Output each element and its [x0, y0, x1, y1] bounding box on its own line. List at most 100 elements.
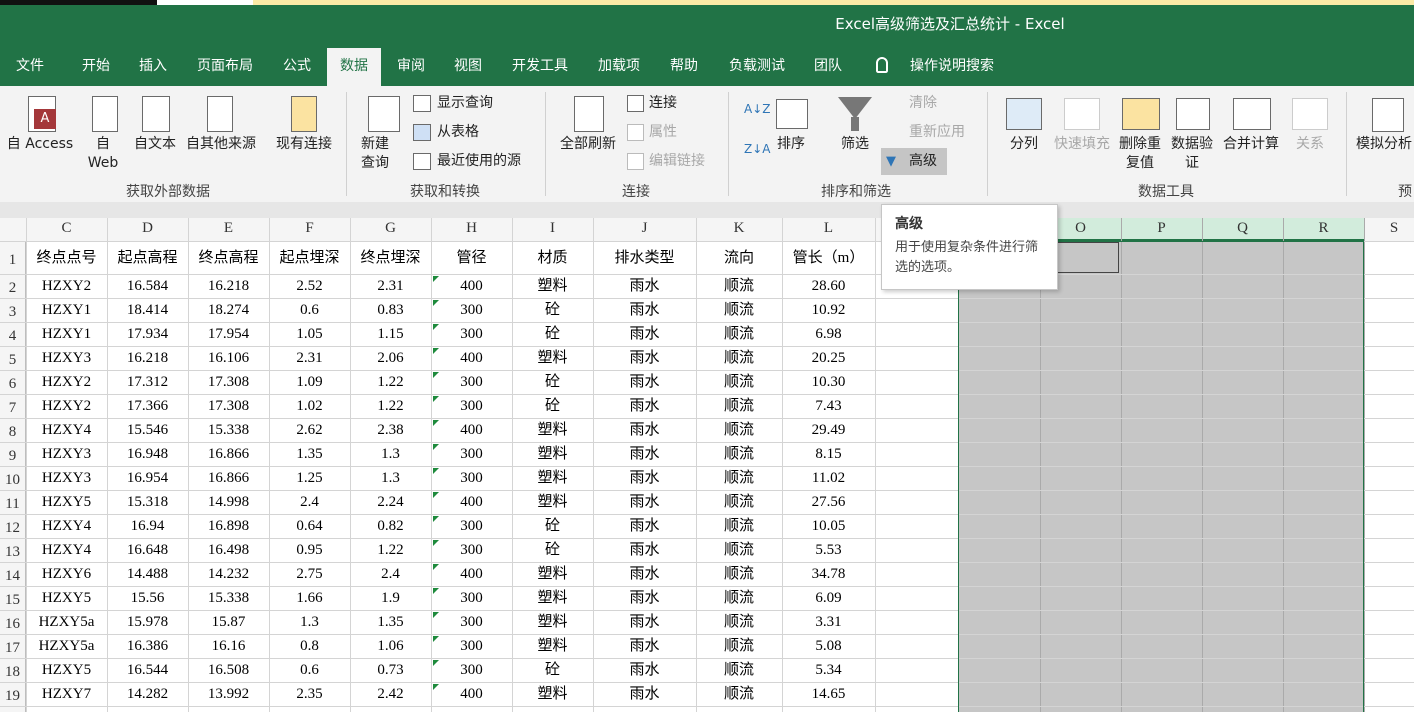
- column-header: G: [385, 220, 396, 236]
- ribbon-button[interactable]: 现有连接: [276, 136, 332, 152]
- cell: 塑料: [537, 278, 568, 294]
- icon: [1292, 98, 1328, 130]
- ribbon-button[interactable]: 数据验证: [1171, 136, 1213, 171]
- cell: 13.992: [207, 686, 250, 702]
- icon: [776, 99, 808, 129]
- cell: 1.22: [377, 374, 404, 390]
- ribbon-button[interactable]: 最近使用的源: [437, 153, 521, 169]
- grid-line: [188, 218, 189, 712]
- row-header: 4: [8, 328, 17, 344]
- ribbon-button: 属性: [649, 124, 677, 140]
- icon: [627, 124, 644, 141]
- cell: 塑料: [537, 470, 568, 486]
- cell: HZXY3: [41, 446, 92, 462]
- row-header: 14: [5, 568, 20, 584]
- text-number-flag: [433, 564, 439, 570]
- cell: HZXY4: [41, 518, 92, 534]
- cell: HZXY5: [41, 662, 92, 678]
- ribbon-button[interactable]: 自文本: [134, 136, 176, 152]
- ribbon-button[interactable]: 全部刷新: [560, 136, 616, 152]
- cell: 8.15: [815, 446, 842, 462]
- tab[interactable]: 审阅: [397, 58, 425, 74]
- column-header: K: [733, 220, 745, 236]
- grid-line: [0, 562, 1414, 563]
- cell: 300: [460, 590, 483, 606]
- cell: HZXY5: [41, 590, 92, 606]
- cell: 400: [460, 422, 483, 438]
- icon: [413, 124, 431, 141]
- tab-active[interactable]: 数据: [327, 48, 381, 86]
- tab[interactable]: 加载项: [598, 58, 640, 74]
- cell: 顺流: [723, 350, 754, 366]
- ribbon-button[interactable]: 自其他来源: [186, 136, 256, 152]
- row-header: 15: [5, 592, 20, 608]
- text-number-flag: [433, 300, 439, 306]
- ribbon-button: 清除: [909, 95, 937, 111]
- grid-line: [1040, 218, 1041, 712]
- cell: HZXY4: [41, 422, 92, 438]
- cell: HZXY4: [41, 542, 92, 558]
- row-header: 18: [5, 664, 20, 680]
- cell: 16.386: [126, 638, 169, 654]
- filter-icon: [838, 97, 872, 119]
- ribbon-button[interactable]: 连接: [649, 95, 677, 111]
- cell: HZXY1: [41, 302, 92, 318]
- tab[interactable]: 公式: [283, 58, 311, 74]
- tab[interactable]: 视图: [454, 58, 482, 74]
- separator: [987, 92, 988, 196]
- cell: HZXY5a: [38, 614, 95, 630]
- strip: [253, 0, 1414, 5]
- cell: 2.35: [296, 686, 323, 702]
- icon: [627, 153, 644, 170]
- cell: 300: [460, 398, 483, 414]
- cell: 雨水: [629, 638, 660, 654]
- tab[interactable]: 负载测试: [729, 58, 785, 74]
- grid-line: [350, 218, 351, 712]
- grid-line: [0, 586, 1414, 587]
- cell: 16.648: [126, 542, 169, 558]
- tab[interactable]: 团队: [814, 58, 842, 74]
- ribbon-button[interactable]: 筛选: [841, 136, 869, 152]
- strip: [0, 0, 157, 5]
- cell: 塑料: [537, 590, 568, 606]
- ribbon-button[interactable]: 排序: [777, 136, 805, 152]
- icon: [1064, 98, 1100, 130]
- cell: 400: [460, 686, 483, 702]
- tab[interactable]: 开始: [82, 58, 110, 74]
- ribbon-button[interactable]: 分列: [1010, 136, 1038, 152]
- ribbon-button: 快速填充: [1054, 136, 1110, 152]
- text-number-flag: [433, 660, 439, 666]
- tab[interactable]: 帮助: [670, 58, 698, 74]
- cell: 2.38: [377, 422, 404, 438]
- grid-line: [431, 218, 432, 712]
- ribbon-button[interactable]: 高级: [909, 153, 937, 169]
- grid-line: [0, 610, 1414, 611]
- ribbon-button[interactable]: 自 Web: [87, 136, 119, 171]
- cell: 5.08: [815, 638, 842, 654]
- cell: 顺流: [723, 614, 754, 630]
- cell: 1.3: [381, 470, 400, 486]
- row-header: 17: [5, 640, 20, 656]
- tab[interactable]: 插入: [139, 58, 167, 74]
- ribbon-button[interactable]: 删除重复值: [1119, 136, 1161, 171]
- cell: 管径: [456, 249, 487, 266]
- tab[interactable]: 文件: [16, 58, 44, 74]
- sort-az-icon: A↓Z: [744, 102, 771, 116]
- cell: HZXY5: [41, 494, 92, 510]
- ribbon-button[interactable]: 合并计算: [1223, 136, 1279, 152]
- ribbon-button[interactable]: 自 Access: [6, 136, 74, 152]
- cell: 16.218: [126, 350, 169, 366]
- tab[interactable]: 开发工具: [512, 58, 568, 74]
- text-number-flag: [433, 468, 439, 474]
- tooltip-title: 高级: [895, 216, 923, 232]
- ribbon-button[interactable]: 显示查询: [437, 95, 493, 111]
- search-box[interactable]: 操作说明搜索: [910, 58, 994, 74]
- cell: 0.64: [296, 518, 323, 534]
- ribbon-button[interactable]: 模拟分析: [1356, 136, 1412, 152]
- cell: 300: [460, 374, 483, 390]
- ribbon-button[interactable]: 新建查询: [361, 136, 389, 171]
- selection: [958, 241, 1364, 712]
- lightbulb-icon: [876, 57, 888, 73]
- tab[interactable]: 页面布局: [197, 58, 253, 74]
- ribbon-button[interactable]: 从表格: [437, 124, 479, 140]
